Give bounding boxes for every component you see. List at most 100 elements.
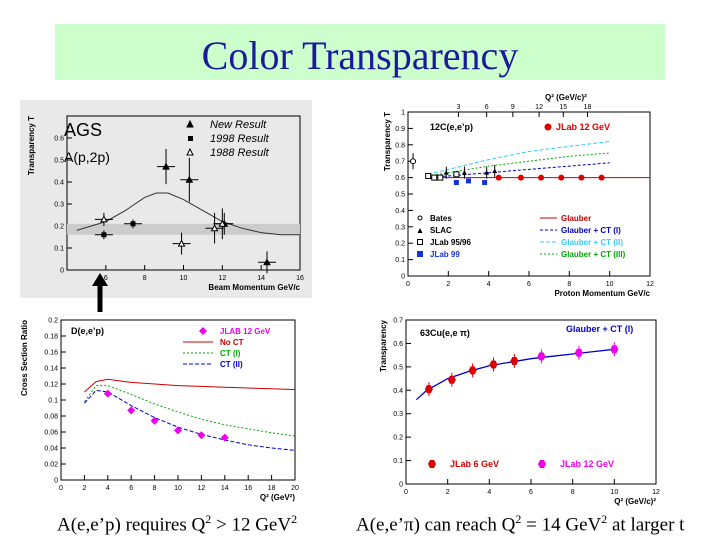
data-point-jlab99	[482, 180, 488, 186]
x-tick-label: 6	[104, 275, 108, 282]
top-tick-label: 18	[584, 104, 592, 111]
y-tick-label: 0.2	[395, 241, 405, 248]
legend-marker-jlab12	[544, 123, 552, 131]
x-tick-label: 12	[218, 275, 226, 282]
y-tick-label: 0.6	[54, 136, 64, 143]
model-curve	[83, 385, 296, 437]
y-tick-label: 0.4	[54, 180, 64, 187]
caption-right-middle2: = 14 GeV	[521, 514, 602, 536]
data-point-jlab12	[174, 426, 182, 435]
x-tick-label: 10	[610, 489, 618, 496]
y-tick-label: 0	[401, 274, 405, 281]
x-tick-label: 8	[571, 489, 575, 496]
curve-label: Glauber + CT (I)	[566, 324, 633, 334]
ags-subtitle: A(p,2p)	[64, 149, 110, 165]
y-tick-label: 0.5	[54, 158, 64, 165]
caption-right-sup: 2	[515, 512, 522, 526]
x-tick-label: 14	[221, 485, 229, 492]
data-point-jlab12	[127, 406, 136, 415]
arrow-head	[92, 273, 108, 286]
y-tick-label: 0.16	[44, 350, 58, 357]
y-tick-label: 0.02	[44, 462, 58, 469]
data-point-new	[263, 258, 271, 266]
x-tick-label: 10	[606, 281, 614, 288]
caption-left-sup2: 2	[291, 512, 298, 526]
legend-entry: Bates	[430, 214, 452, 223]
y-tick-label: 0.2	[48, 318, 58, 325]
y-tick-label: 0.3	[395, 224, 405, 231]
data-point-jlab12	[574, 348, 583, 357]
x-tick-label: 2	[446, 489, 450, 496]
legend-entry: 1988 Result	[210, 147, 270, 159]
x-tick-label: 6	[529, 489, 533, 496]
caption-left-middle: > 12 GeV	[211, 514, 292, 536]
data-point-jlab12	[517, 174, 524, 181]
y-tick-label: 0.1	[48, 398, 58, 405]
y-tick-label: 0.14	[44, 366, 58, 373]
x-tick-label: 6	[129, 485, 133, 492]
deuteron-chart: 0 2 4 6 8 10 12 14 16 18 20 0 0.02 0.04 0.06 0.08 0.1 0.1…	[20, 318, 299, 503]
data-point-slac	[492, 168, 498, 174]
y-axis-label: Transparency	[379, 319, 388, 372]
x-tick-label: 16	[296, 275, 304, 282]
y-tick-label: 0.06	[44, 430, 58, 437]
x-tick-label: 14	[257, 275, 265, 282]
x-tick-label: 4	[487, 489, 491, 496]
y-axis-label: Transparency T	[27, 116, 36, 175]
c12-title: 12C(e,e’p)	[430, 122, 473, 132]
x-tick-label: 6	[527, 281, 531, 288]
x-tick-label: 0	[406, 281, 410, 288]
legend-entry: Glauber	[561, 214, 591, 223]
data-point-1998	[130, 221, 136, 227]
top-tick-label: 15	[559, 104, 567, 111]
y-tick-label: 0.3	[54, 202, 64, 209]
x-tick-label: 10	[180, 275, 188, 282]
caption-right-middle: ) can reach Q	[413, 514, 516, 536]
glauber-band	[67, 223, 300, 235]
data-point-jlab12	[598, 174, 605, 181]
x-axis-label: Proton Momentum GeV/c	[554, 289, 650, 298]
data-point-jlab6	[489, 360, 498, 369]
caption-left-sup: 2	[205, 512, 212, 526]
data-point-jlab9596	[425, 172, 432, 179]
legend-marker	[417, 251, 423, 257]
y-axis-label: Transparency T	[383, 112, 392, 171]
caption-right-pi: π	[404, 514, 414, 536]
y-tick-label: 0.6	[395, 175, 405, 182]
title-banner: Color Transparency	[55, 24, 665, 80]
data-point-jlab12	[103, 389, 112, 398]
caption-right: A(e,e’π) can reach Q2 = 14 GeV2 at large…	[356, 512, 684, 536]
cu63-chart: 0 2 4 6 8 10 12 0 0.1 0.2 0.3 0.4 0.5 0.6 0.7 Q² (GeV/c…	[379, 318, 660, 507]
slide-title: Color Transparency	[201, 33, 519, 78]
legend-entry-jlab12: JLab 12 GeV	[556, 122, 610, 132]
legend-marker	[417, 228, 423, 233]
model-curve	[428, 141, 610, 175]
data-point-jlab12	[495, 174, 502, 181]
top-tick-label: 3	[456, 104, 460, 111]
y-tick-label: 0.18	[44, 334, 58, 341]
legend-entry: CT (I)	[220, 349, 241, 358]
deuteron-title: D(e,e’p)	[71, 326, 104, 336]
y-tick-label: 0.2	[393, 435, 403, 442]
data-point-jlab6	[447, 375, 456, 384]
legend-marker	[538, 460, 546, 468]
plot-frame	[60, 319, 296, 481]
x-tick-label: 0	[404, 489, 408, 496]
y-tick-label: 0.1	[393, 458, 403, 465]
model-curve	[84, 378, 296, 393]
model-curve	[76, 192, 300, 236]
top-axis-label: Q² (GeV/c)²	[545, 93, 587, 102]
y-tick-label: 0.2	[54, 224, 64, 231]
data-point-jlab9596	[431, 174, 438, 181]
legend-marker	[428, 460, 436, 468]
legend-marker	[417, 215, 423, 221]
x-tick-label: 0	[59, 485, 63, 492]
ags-chart: 6 8 10 12 14 16 0 0.1 0.2 0.3 0.4 0.5 0.6 Beam Moment…	[27, 115, 304, 292]
legend-entry: 1998 Result	[210, 133, 270, 145]
y-tick-label: 0.7	[393, 318, 403, 325]
data-point-jlab99	[466, 178, 471, 184]
y-tick-label: 0.12	[44, 382, 58, 389]
x-axis-label: Q² (GeV²)	[260, 493, 295, 502]
x-tick-label: 20	[291, 485, 299, 492]
x-tick-label: 4	[106, 485, 110, 492]
